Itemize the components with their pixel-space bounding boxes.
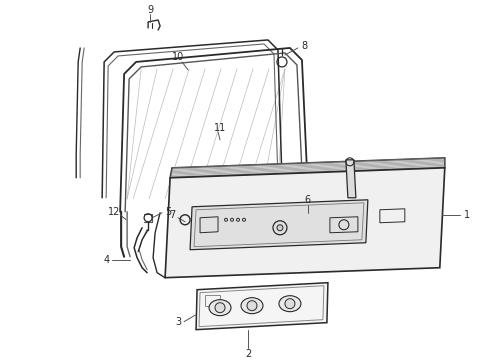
Polygon shape — [196, 283, 328, 330]
Text: 8: 8 — [301, 41, 307, 51]
Text: 9: 9 — [147, 5, 153, 15]
Polygon shape — [170, 158, 445, 178]
Text: 4: 4 — [103, 255, 109, 265]
Text: 7: 7 — [169, 210, 175, 220]
Circle shape — [277, 225, 283, 231]
Polygon shape — [165, 168, 445, 278]
Ellipse shape — [279, 296, 301, 312]
Text: 5: 5 — [165, 207, 171, 217]
Circle shape — [215, 303, 225, 313]
Text: 6: 6 — [305, 195, 311, 205]
Text: 11: 11 — [214, 123, 226, 133]
Text: 3: 3 — [175, 317, 181, 327]
Ellipse shape — [209, 300, 231, 316]
Text: 10: 10 — [172, 52, 184, 62]
Text: 1: 1 — [464, 210, 470, 220]
Text: 2: 2 — [245, 348, 251, 359]
Ellipse shape — [241, 298, 263, 314]
Polygon shape — [190, 200, 368, 250]
Circle shape — [285, 299, 295, 309]
Circle shape — [247, 301, 257, 311]
Text: 12: 12 — [108, 207, 121, 217]
Polygon shape — [346, 160, 356, 198]
